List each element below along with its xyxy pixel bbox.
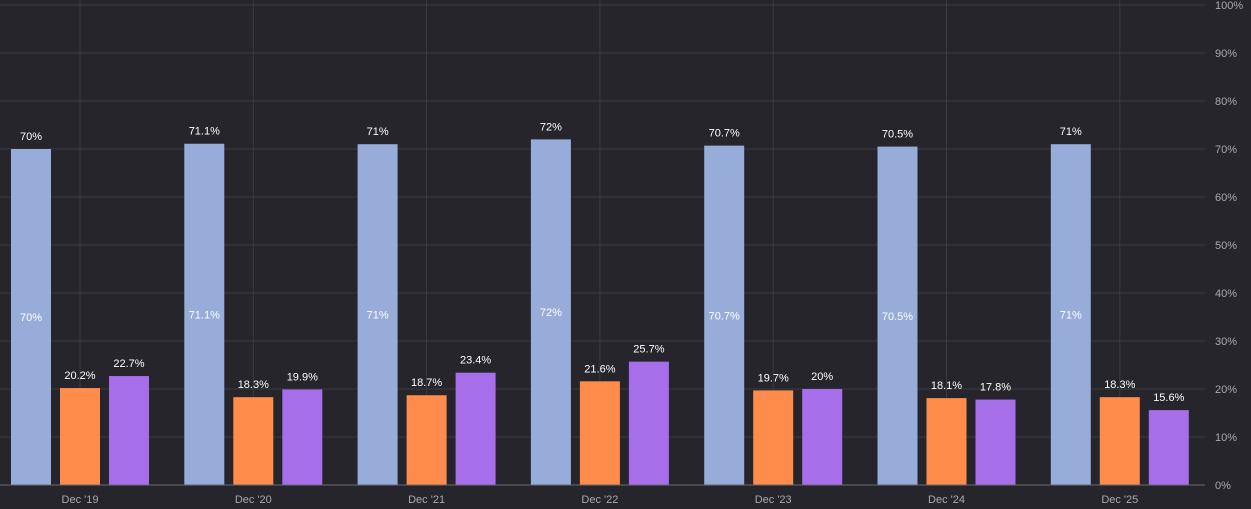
bar-series-1 xyxy=(406,395,447,485)
bar-series-2 xyxy=(282,389,323,485)
bar-value-label: 17.8% xyxy=(980,382,1011,394)
bar-value-label: 21.6% xyxy=(584,363,615,375)
bar-value-label: 18.3% xyxy=(1104,379,1135,391)
x-category-label: Dec '21 xyxy=(408,494,445,506)
bar-inner-label: 70.5% xyxy=(882,311,913,323)
bar-series-1 xyxy=(926,398,967,485)
bar-series-0 xyxy=(184,143,225,485)
x-category-label: Dec '22 xyxy=(581,494,618,506)
bar-value-label: 20.2% xyxy=(64,370,95,382)
bars xyxy=(11,139,1189,485)
bar-series-2 xyxy=(1148,410,1189,485)
bar-series-2 xyxy=(109,376,149,485)
bar-series-0 xyxy=(704,145,745,485)
bar-value-label: 18.7% xyxy=(411,377,442,389)
bar-inner-label: 70% xyxy=(20,312,42,324)
y-tick-label: 0% xyxy=(1215,480,1231,492)
bar-value-label: 71% xyxy=(1060,126,1082,138)
x-category-label: Dec '20 xyxy=(235,494,272,506)
bar-series-2 xyxy=(802,389,843,485)
x-category-label: Dec '19 xyxy=(62,494,99,506)
bar-value-label: 18.3% xyxy=(238,379,269,391)
bar-inner-label: 72% xyxy=(540,307,562,319)
y-tick-label: 100% xyxy=(1215,0,1243,12)
y-tick-label: 70% xyxy=(1215,144,1237,156)
bar-inner-label: 71.1% xyxy=(189,309,220,321)
bar-value-label: 19.9% xyxy=(287,371,318,383)
y-tick-label: 30% xyxy=(1215,336,1237,348)
data-labels: 70% 70% 20.2% 22.7% 71.1% 71.1% 18.3% 19.9% 71% 7… xyxy=(20,121,1185,404)
bar-value-label: 23.4% xyxy=(460,355,491,367)
x-category-label: Dec '23 xyxy=(755,494,792,506)
y-tick-label: 50% xyxy=(1215,240,1237,252)
bar-series-2 xyxy=(975,399,1016,485)
bar-series-1 xyxy=(1099,397,1140,485)
y-tick-label: 60% xyxy=(1215,192,1237,204)
bar-series-0 xyxy=(1050,144,1091,485)
y-tick-label: 10% xyxy=(1215,432,1237,444)
y-tick-label: 90% xyxy=(1215,48,1237,60)
bar-series-0 xyxy=(11,149,51,485)
x-category-label: Dec '24 xyxy=(928,494,965,506)
bar-value-label: 25.7% xyxy=(633,344,664,356)
bar-value-label: 18.1% xyxy=(931,380,962,392)
bar-value-label: 15.6% xyxy=(1153,392,1184,404)
y-tick-label: 40% xyxy=(1215,288,1237,300)
bar-series-2 xyxy=(455,372,496,485)
x-category-label: Dec '25 xyxy=(1101,494,1138,506)
bar-value-label: 19.7% xyxy=(758,372,789,384)
bar-value-label: 70% xyxy=(20,131,42,143)
bar-value-label: 70.7% xyxy=(709,128,740,140)
bar-value-label: 20% xyxy=(811,371,833,383)
bar-inner-label: 71% xyxy=(367,310,389,322)
y-tick-label: 80% xyxy=(1215,96,1237,108)
bar-series-1 xyxy=(60,388,100,485)
bar-series-1 xyxy=(579,381,620,485)
bar-series-1 xyxy=(233,397,274,485)
bar-series-0 xyxy=(877,146,918,485)
bar-series-2 xyxy=(628,361,669,485)
bar-value-label: 72% xyxy=(540,121,562,133)
bar-series-0 xyxy=(530,139,571,485)
bar-series-0 xyxy=(357,144,398,485)
y-tick-label: 20% xyxy=(1215,384,1237,396)
bar-value-label: 71% xyxy=(367,126,389,138)
bar-value-label: 22.7% xyxy=(113,358,144,370)
bar-inner-label: 70.7% xyxy=(709,310,740,322)
bar-value-label: 70.5% xyxy=(882,129,913,141)
bar-value-label: 71.1% xyxy=(189,126,220,138)
bar-inner-label: 71% xyxy=(1060,310,1082,322)
x-axis: Dec '19 Dec '20 Dec '21 Dec '22 Dec '23 Dec '… xyxy=(0,484,1205,506)
bar-series-1 xyxy=(753,390,794,485)
y-axis: 0% 10% 20% 30% 40% 50% 60% 70% 80% 90% 100% xyxy=(1215,0,1243,492)
